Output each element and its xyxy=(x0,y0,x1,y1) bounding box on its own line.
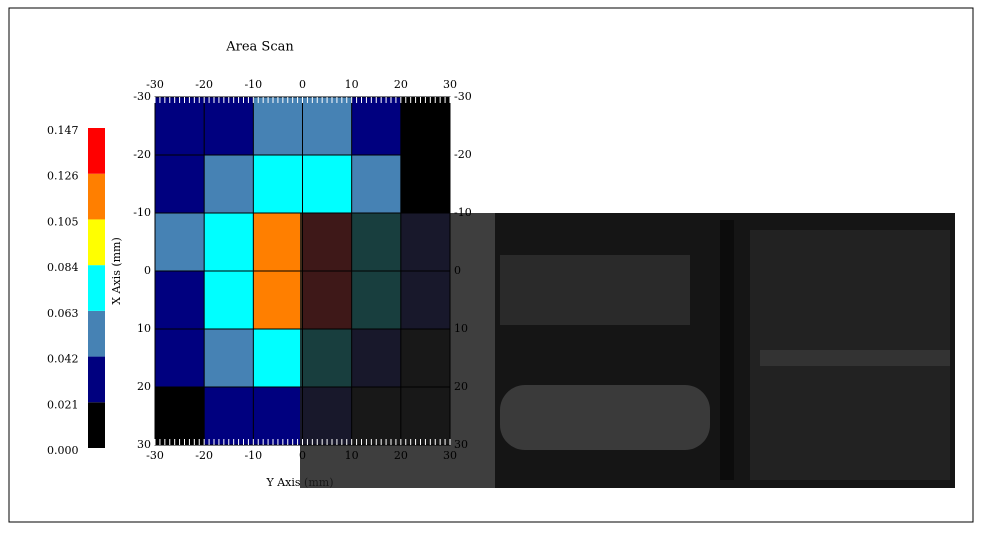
chart: Area Scan Y Axis (mm) X Axis (mm) -30-30… xyxy=(0,0,984,532)
heatmap-cell xyxy=(401,97,451,156)
heatmap-cell xyxy=(155,97,205,156)
photo-detail xyxy=(720,220,734,480)
photo-detail xyxy=(500,385,710,450)
x-tick-label-top: -20 xyxy=(195,78,213,91)
heatmap-cell xyxy=(155,271,205,330)
photo-detail xyxy=(760,350,950,366)
heatmap-cell xyxy=(253,387,303,446)
x-tick-label: 10 xyxy=(345,449,359,462)
y-tick-label: -10 xyxy=(133,206,151,219)
y-tick-label: 10 xyxy=(137,322,151,335)
heatmap-cell xyxy=(155,387,205,446)
y-tick-label-right: -20 xyxy=(454,148,472,161)
y-tick-label: -20 xyxy=(133,148,151,161)
heatmap-cell xyxy=(204,271,254,330)
heatmap-cell xyxy=(401,155,451,214)
chart-title: Area Scan xyxy=(225,40,294,55)
x-tick-label-top: -10 xyxy=(244,78,262,91)
y-tick-label: -30 xyxy=(133,90,151,103)
y-tick-label-right: 0 xyxy=(454,264,461,277)
y-axis-label: X Axis (mm) xyxy=(110,237,123,305)
x-tick-label: 20 xyxy=(394,449,408,462)
color-bar-label: 0.063 xyxy=(47,307,79,320)
color-bar-segment xyxy=(88,174,105,220)
heatmap-cell xyxy=(204,387,254,446)
color-bar-segment xyxy=(88,357,105,403)
x-tick-label: 0 xyxy=(299,449,306,462)
heatmap-cell xyxy=(253,97,303,156)
color-bar-label: 0.147 xyxy=(47,124,79,137)
y-tick-label-right: -30 xyxy=(454,90,472,103)
color-bar-segment xyxy=(88,265,105,311)
y-tick-label-right: 30 xyxy=(454,438,468,451)
x-tick-label-top: 0 xyxy=(299,78,306,91)
color-bar-segment xyxy=(88,311,105,357)
heatmap-cell xyxy=(253,271,303,330)
color-bar-label: 0.084 xyxy=(47,261,79,274)
y-tick-label: 20 xyxy=(137,380,151,393)
page: {"chart_data": {"type": "heatmap", "titl… xyxy=(0,0,984,536)
x-tick-label-top: 20 xyxy=(394,78,408,91)
photo-overlay xyxy=(300,213,955,488)
y-tick-label: 30 xyxy=(137,438,151,451)
x-tick-label: -20 xyxy=(195,449,213,462)
color-bar-label: 0.021 xyxy=(47,398,79,411)
heatmap-cell xyxy=(204,329,254,388)
heatmap-cell xyxy=(204,213,254,272)
y-tick-label-right: -10 xyxy=(454,206,472,219)
y-tick-label-right: 10 xyxy=(454,322,468,335)
color-bar-label: 0.126 xyxy=(47,170,79,183)
heatmap-cell xyxy=(155,329,205,388)
x-tick-label-top: 10 xyxy=(345,78,359,91)
heatmap-cell xyxy=(253,155,303,214)
heatmap-cell xyxy=(352,155,402,214)
photo-detail xyxy=(500,255,690,325)
heatmap-cell xyxy=(352,97,402,156)
heatmap-cell xyxy=(303,155,353,214)
heatmap-cell xyxy=(253,329,303,388)
y-tick-label: 0 xyxy=(144,264,151,277)
color-bar-segment xyxy=(88,128,105,174)
y-tick-label-right: 20 xyxy=(454,380,468,393)
heatmap-cell xyxy=(155,155,205,214)
x-tick-label: -10 xyxy=(244,449,262,462)
color-bar-label: 0.000 xyxy=(47,444,79,457)
heatmap-cell xyxy=(204,155,254,214)
heatmap-cell xyxy=(303,97,353,156)
color-bar-segment xyxy=(88,402,105,448)
heatmap-cell xyxy=(155,213,205,272)
color-bar-label: 0.042 xyxy=(47,353,79,366)
color-bar-label: 0.105 xyxy=(47,215,79,228)
heatmap-cell xyxy=(253,213,303,272)
color-bar-segment xyxy=(88,219,105,265)
heatmap-cell xyxy=(204,97,254,156)
